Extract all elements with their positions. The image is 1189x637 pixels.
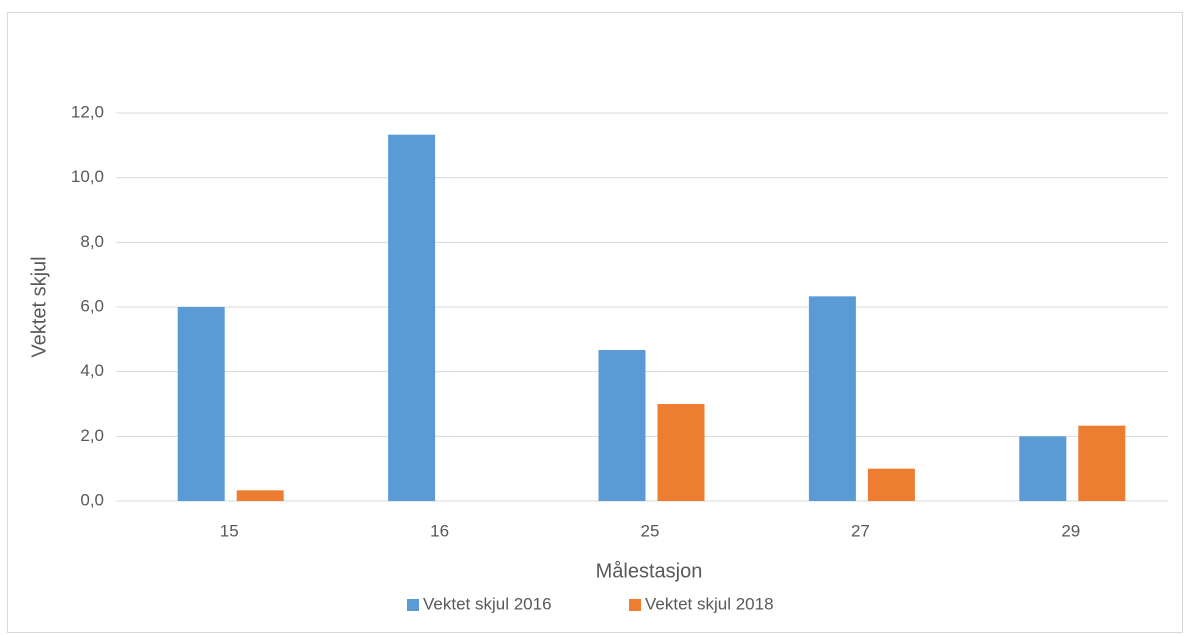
x-tick-label: 27 [851, 521, 870, 540]
y-tick-label: 4,0 [80, 361, 104, 380]
x-tick-label: 29 [1061, 521, 1080, 540]
legend-label: Vektet skjul 2018 [645, 594, 774, 613]
bar [388, 134, 436, 501]
y-tick-label: 2,0 [80, 426, 104, 445]
legend-swatch [629, 599, 641, 611]
y-tick-label: 12,0 [71, 102, 104, 121]
bar [598, 350, 646, 501]
bar [867, 468, 915, 501]
y-tick-label: 10,0 [71, 167, 104, 186]
bar [177, 307, 225, 501]
y-tick-label: 0,0 [80, 490, 104, 509]
y-tick-label: 8,0 [80, 232, 104, 251]
x-tick-label: 15 [220, 521, 239, 540]
y-axis-label: Vektet skjul [28, 256, 50, 357]
x-tick-label: 16 [430, 521, 449, 540]
x-tick-label: 25 [641, 521, 660, 540]
bar [1019, 436, 1067, 501]
legend-label: Vektet skjul 2016 [423, 594, 552, 613]
bar [236, 490, 284, 501]
bar [657, 404, 705, 501]
y-tick-label: 6,0 [80, 296, 104, 315]
legend-swatch [407, 599, 419, 611]
bar [1078, 425, 1126, 501]
x-axis-label: Målestasjon [596, 560, 703, 582]
bar [808, 296, 856, 501]
